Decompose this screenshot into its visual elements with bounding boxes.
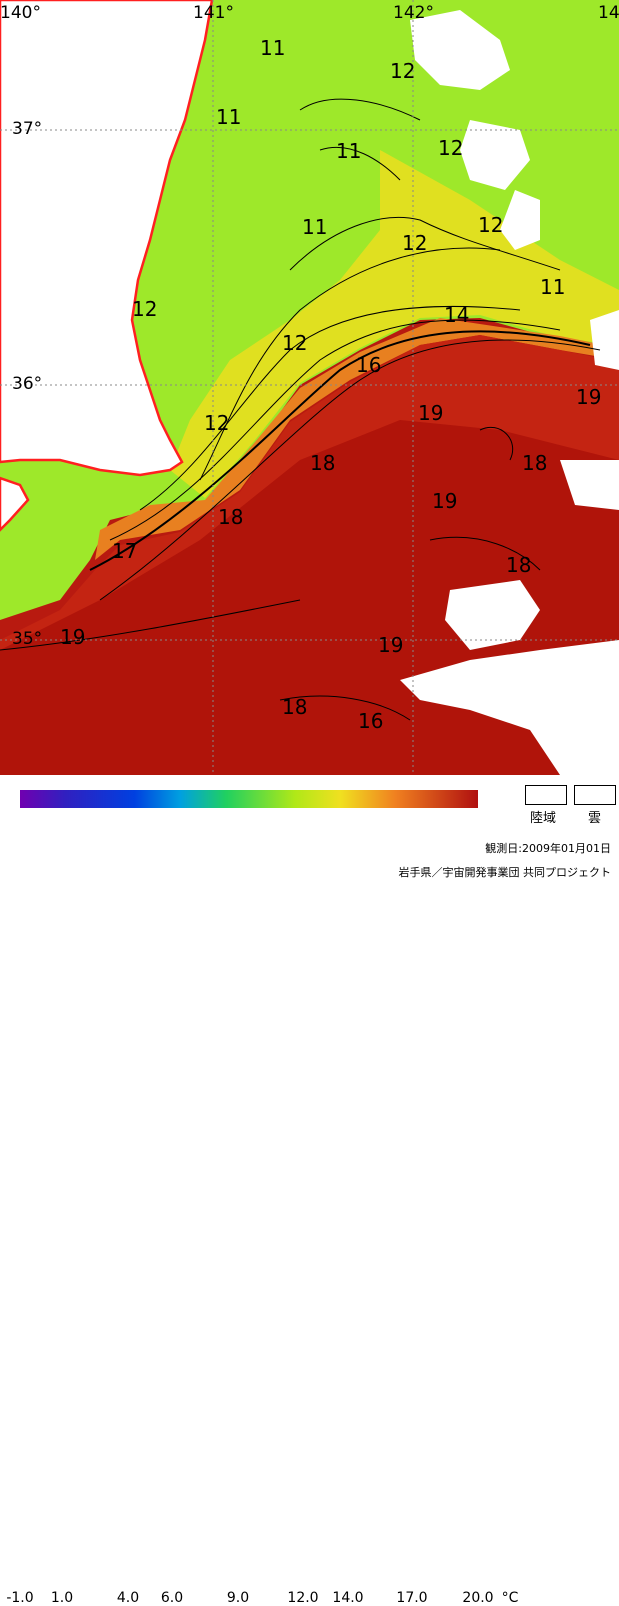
isotherm-label: 19 — [378, 633, 403, 657]
legend-tick: -1.0 — [6, 1590, 34, 1606]
isotherm-label: 18 — [310, 451, 335, 475]
lat-label: 37° — [12, 119, 42, 139]
land-legend-label: 陸域 — [530, 811, 557, 826]
color-scale-bar — [20, 790, 478, 808]
isotherm-label: 11 — [540, 275, 565, 299]
isotherm-label: 12 — [402, 231, 427, 255]
isotherm-label: 16 — [358, 709, 383, 733]
cloud-area — [560, 460, 619, 510]
lat-label: 36° — [12, 374, 42, 394]
isotherm-label: 11 — [336, 139, 361, 163]
isotherm-label: 16 — [356, 353, 381, 377]
cloud-area — [590, 310, 619, 370]
isotherm-label: 11 — [302, 215, 327, 239]
legend-tick: 6.0 — [160, 1590, 184, 1606]
isotherm-lines — [0, 98, 601, 721]
isotherm-label: 12 — [132, 297, 157, 321]
graticule-lines — [0, 0, 619, 775]
cloud-legend-box — [574, 785, 616, 805]
isotherm-label: 18 — [506, 553, 531, 577]
cloud-area — [500, 190, 540, 250]
observation-date: 観測日:2009年01月01日 — [485, 842, 611, 855]
isotherm-label: 12 — [390, 59, 415, 83]
legend-tick: 14.0 — [332, 1590, 364, 1606]
isotherm-label: 12 — [282, 331, 307, 355]
isotherm-label: 19 — [432, 489, 457, 513]
isotherm-label: 19 — [60, 625, 85, 649]
legend-unit: °C — [501, 1590, 519, 1606]
legend-tick: 17.0 — [396, 1590, 428, 1606]
orange-front-band — [95, 318, 619, 560]
isotherm-label: 11 — [260, 36, 285, 60]
cloud-area — [445, 580, 540, 650]
isotherm-label: 12 — [478, 213, 503, 237]
lat-label: 35° — [12, 629, 42, 649]
isotherm-label: 12 — [204, 411, 229, 435]
isotherm-labels: 11 11 11 11 12 12 12 12 12 11 12 12 14 1… — [60, 36, 601, 733]
lon-label: 141° — [193, 3, 234, 23]
isotherm-label: 18 — [218, 505, 243, 529]
isotherm-label: 12 — [438, 136, 463, 160]
cloud-area — [400, 640, 619, 775]
isotherm-label: 18 — [282, 695, 307, 719]
isotherm-label: 14 — [444, 303, 469, 327]
isotherm-label: 19 — [576, 385, 601, 409]
legend-tick: 20.0 — [462, 1590, 494, 1606]
lon-label: 142° — [393, 3, 434, 23]
legend-tick: 9.0 — [226, 1590, 250, 1606]
cloud-legend-label: 雲 — [588, 811, 602, 826]
honshu-land — [0, 0, 214, 477]
isotherm-label: 19 — [418, 401, 443, 425]
cloud-area — [410, 10, 510, 90]
lon-label: 140° — [0, 3, 41, 23]
sea-surface-temperature-map: 140° 141° 142° 143 37° 36° 35° 11 11 11 … — [0, 0, 619, 775]
legend-tick: 12.0 — [287, 1590, 319, 1606]
legend-tick: 1.0 — [50, 1590, 74, 1606]
isotherm-label: 17 — [112, 539, 137, 563]
land-legend-box — [525, 785, 567, 805]
isotherm-label: 11 — [216, 105, 241, 129]
credit-text: 岩手県／宇宙開発事業団 共同プロジェクト — [398, 866, 612, 879]
legend-tick: 4.0 — [116, 1590, 140, 1606]
isotherm-label: 18 — [522, 451, 547, 475]
cloud-area — [460, 120, 530, 190]
lon-label: 143 — [598, 3, 619, 23]
boso-peninsula — [0, 476, 30, 532]
